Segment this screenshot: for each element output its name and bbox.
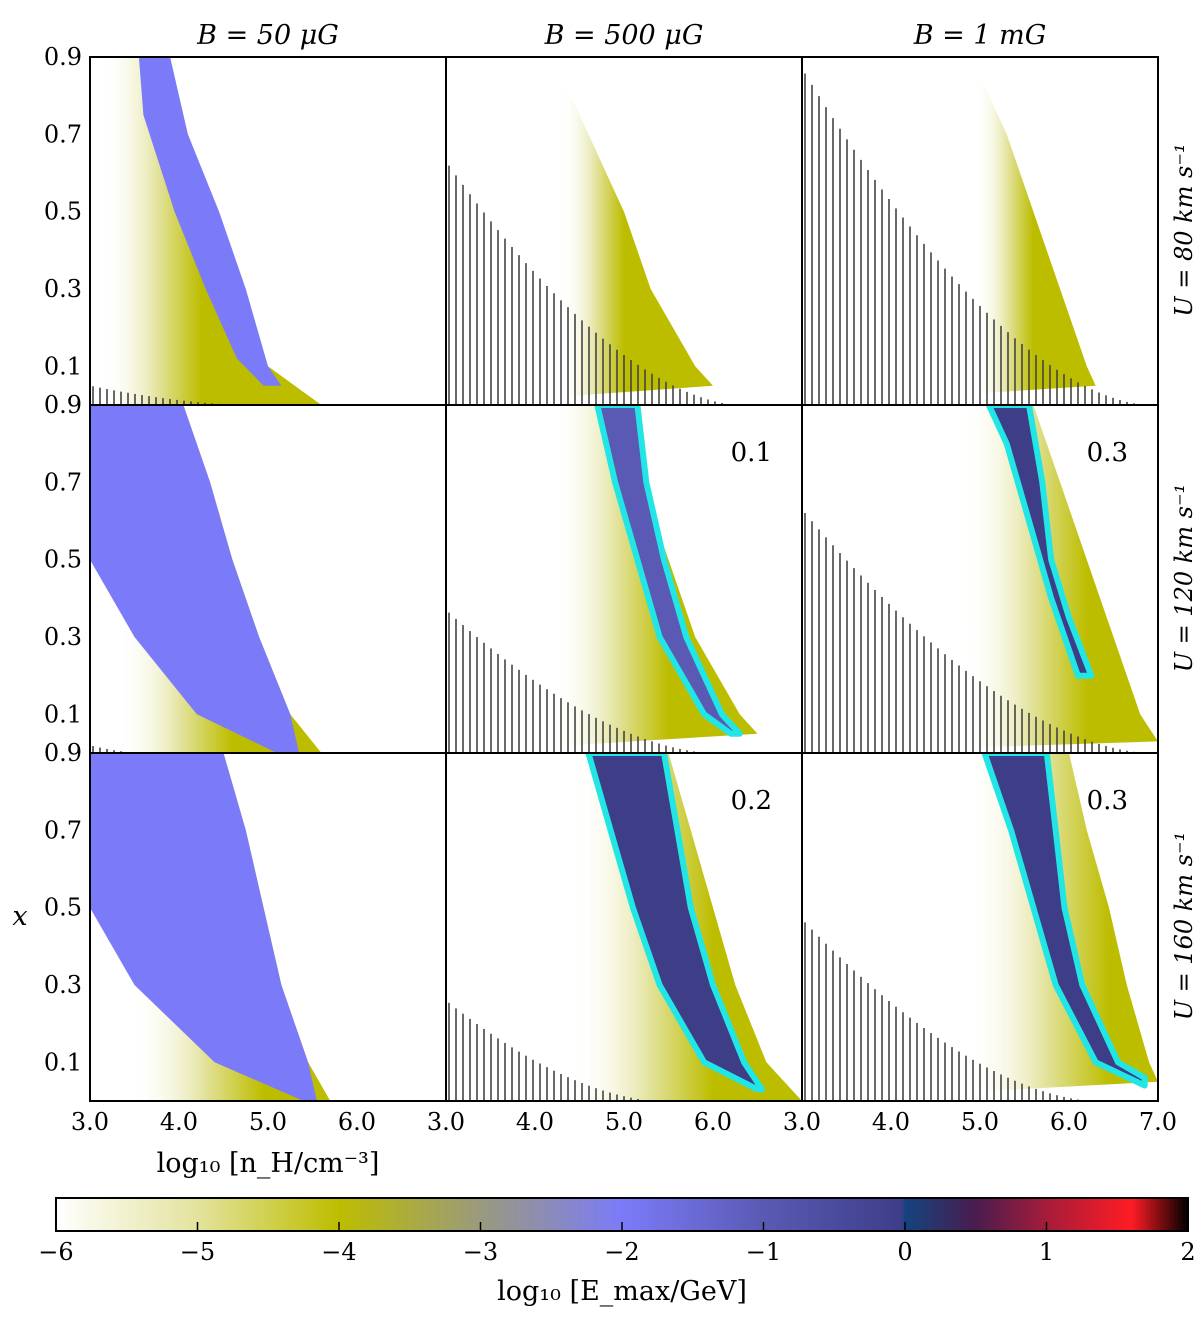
row-title-u80: U = 80 km s⁻¹	[1170, 143, 1198, 316]
y-tick-label: 0.7	[44, 468, 82, 496]
y-tick-label: 0.3	[44, 275, 82, 303]
x-axis-label: log₁₀ [n_H/cm⁻³]	[157, 1148, 380, 1179]
y-tick-label: 0.9	[44, 43, 82, 71]
colorbar-tick-label: −2	[604, 1238, 639, 1266]
cyan-contour	[585, 753, 765, 1093]
emax-band	[138, 57, 282, 386]
yellow-region	[802, 405, 1158, 753]
x-tick-label: 4.0	[872, 1108, 910, 1136]
emax-band	[597, 405, 740, 734]
hatch-region	[804, 73, 1135, 405]
colorbar-tick-label: −4	[321, 1238, 356, 1266]
hatch-region	[448, 165, 723, 405]
panel-grid: 0.1 0.3 0.2 0.3	[89, 56, 1159, 1102]
y-tick-label: 0.5	[44, 546, 82, 574]
panel-u80-b50	[89, 56, 447, 406]
y-tick-label: 0.5	[44, 894, 82, 922]
colorbar-tick-label: 1	[1039, 1238, 1054, 1266]
x-tick-label: 7.0	[1139, 1108, 1177, 1136]
x-tick-label: 5.0	[605, 1108, 643, 1136]
panel-u120-b500: 0.1	[445, 404, 803, 754]
axis-labels: B = 50 μG B = 500 μG B = 1 mG U = 80 km …	[12, 20, 1198, 1307]
y-tick-label: 0.9	[44, 391, 82, 419]
panel-u80-b500	[445, 56, 803, 406]
cyan-contour	[985, 405, 1095, 679]
row-title-u160: U = 160 km s⁻¹	[1170, 832, 1198, 1021]
colorbar-tick-label: −6	[38, 1238, 73, 1266]
panel-u160-b1m: 0.3	[801, 752, 1159, 1102]
y-tick-label: 0.1	[44, 700, 82, 728]
y-tick-label: 0.3	[44, 971, 82, 999]
x-tick-labels: 3.0 4.0 5.0 6.0 3.0 4.0 5.0 6.0 3.0 4.0 5.0 6.0 7.0	[71, 1108, 1177, 1136]
x-tick-label: 3.0	[783, 1108, 821, 1136]
col-title-b50: B = 50 μG	[196, 20, 339, 51]
cyan-contour	[981, 753, 1148, 1089]
col-title-b500: B = 500 μG	[544, 20, 704, 51]
x-tick-label: 6.0	[1050, 1108, 1088, 1136]
panel-u160-b50	[89, 752, 447, 1102]
y-tick-label: 0.7	[44, 816, 82, 844]
cyan-contour	[594, 405, 743, 737]
panel-u120-b1m: 0.3	[801, 404, 1159, 754]
x-tick-label: 5.0	[961, 1108, 999, 1136]
y-axis-label: x	[12, 901, 27, 932]
y-tick-label: 0.1	[44, 1048, 82, 1076]
panel-annotation: 0.1	[731, 438, 772, 468]
emax-band	[90, 405, 300, 753]
hatch-region	[448, 612, 695, 753]
panel-annotation: 0.3	[1087, 438, 1128, 468]
colorbar-tick-label: −1	[746, 1238, 781, 1266]
y-tick-label: 0.5	[44, 198, 82, 226]
panel-frame	[801, 752, 1159, 1102]
x-tick-label: 4.0	[160, 1108, 198, 1136]
x-tick-label: 3.0	[71, 1108, 109, 1136]
panel-u120-b50	[89, 404, 447, 754]
hatch-region	[804, 512, 1135, 753]
x-tick-label: 3.0	[427, 1108, 465, 1136]
x-tick-label: 6.0	[338, 1108, 376, 1136]
y-tick-label: 0.1	[44, 352, 82, 380]
x-tick-label: 5.0	[249, 1108, 287, 1136]
colorbar-tick-label: −5	[180, 1238, 215, 1266]
hatch-region	[92, 386, 220, 405]
x-tick-label: 6.0	[694, 1108, 732, 1136]
panel-annotation: 0.2	[731, 786, 772, 816]
colorbar-tick-label: −3	[463, 1238, 498, 1266]
col-title-b1m: B = 1 mG	[913, 20, 1047, 51]
y-tick-labels: 0.1 0.3 0.5 0.7 0.9 0.1 0.3 0.5 0.7 0.9 0.1 0.3 0.5 0…	[44, 43, 82, 1076]
y-tick-label: 0.9	[44, 739, 82, 767]
hatch-region	[804, 922, 1079, 1101]
y-tick-label: 0.3	[44, 623, 82, 651]
x-tick-label: 4.0	[516, 1108, 554, 1136]
panel-u160-b500: 0.2	[445, 752, 803, 1102]
panel-u80-b1m	[801, 56, 1159, 406]
row-title-u120: U = 120 km s⁻¹	[1170, 484, 1198, 673]
colorbar-tick-label: 2	[1180, 1238, 1195, 1266]
y-tick-label: 0.7	[44, 120, 82, 148]
emax-band	[90, 753, 317, 1101]
colorbar-label: log₁₀ [E_max/GeV]	[497, 1276, 747, 1307]
colorbar: −6 −5 −4 −3 −2 −1 0 1 2	[38, 1197, 1196, 1266]
panel-annotation: 0.3	[1087, 786, 1128, 816]
colorbar-tick-label: 0	[897, 1238, 912, 1266]
